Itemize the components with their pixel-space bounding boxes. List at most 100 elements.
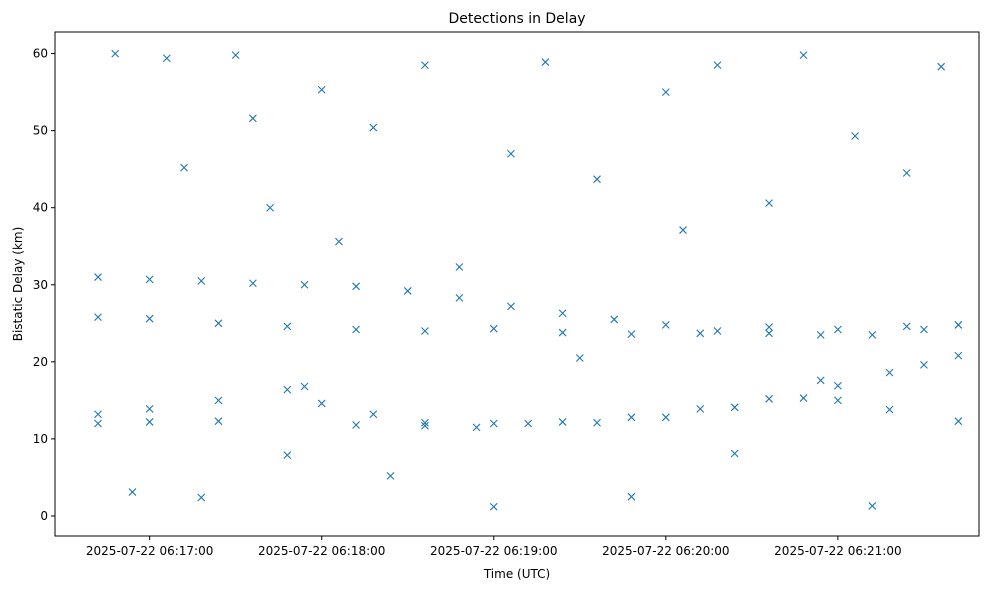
data-point bbox=[266, 203, 274, 212]
data-point bbox=[834, 381, 842, 390]
data-point bbox=[627, 492, 636, 501]
x-tick-label: 2025-07-22 06:20:00 bbox=[602, 544, 729, 558]
y-tick-label: 0 bbox=[40, 509, 48, 523]
data-point bbox=[885, 368, 894, 377]
data-point bbox=[300, 382, 309, 391]
y-tick-label: 10 bbox=[33, 432, 48, 446]
data-point bbox=[283, 322, 292, 331]
y-tick-label: 40 bbox=[33, 201, 48, 215]
data-point bbox=[317, 399, 326, 408]
data-point bbox=[937, 62, 946, 71]
x-tick-label: 2025-07-22 06:18:00 bbox=[258, 544, 385, 558]
data-point bbox=[730, 449, 739, 458]
chart-title: Detections in Delay bbox=[448, 11, 585, 27]
data-point bbox=[507, 149, 515, 158]
data-point bbox=[954, 320, 963, 329]
data-point bbox=[816, 330, 825, 339]
data-point bbox=[283, 451, 292, 459]
data-point bbox=[524, 419, 533, 428]
y-tick-label: 60 bbox=[33, 47, 48, 61]
data-point bbox=[834, 325, 842, 334]
data-point bbox=[94, 419, 102, 428]
data-point bbox=[214, 417, 223, 426]
data-point bbox=[713, 61, 722, 70]
data-point bbox=[902, 169, 911, 177]
data-point bbox=[868, 330, 877, 339]
series-group bbox=[94, 313, 963, 338]
data-point bbox=[575, 354, 584, 362]
data-point bbox=[421, 418, 429, 427]
series-group bbox=[94, 382, 963, 432]
x-tick-label: 2025-07-22 06:17:00 bbox=[86, 544, 213, 558]
data-point bbox=[94, 273, 102, 281]
data-point bbox=[335, 237, 343, 246]
data-point bbox=[352, 421, 361, 429]
data-point bbox=[558, 309, 567, 318]
data-point bbox=[300, 280, 309, 289]
data-point bbox=[489, 324, 498, 333]
data-point bbox=[799, 394, 808, 402]
data-point bbox=[765, 323, 773, 332]
data-point bbox=[920, 361, 928, 369]
data-point bbox=[696, 404, 705, 413]
data-point bbox=[214, 319, 223, 328]
data-point bbox=[954, 351, 963, 360]
data-point bbox=[661, 88, 670, 96]
data-point bbox=[765, 394, 773, 403]
data-point bbox=[111, 49, 120, 58]
data-point bbox=[317, 85, 326, 94]
data-point bbox=[248, 279, 257, 288]
data-point bbox=[765, 329, 773, 338]
data-point bbox=[472, 423, 481, 432]
data-point bbox=[145, 314, 154, 323]
data-point bbox=[799, 51, 808, 60]
data-point bbox=[214, 396, 223, 405]
data-point bbox=[94, 313, 102, 322]
y-tick-label: 50 bbox=[33, 124, 48, 138]
data-point bbox=[765, 199, 773, 207]
data-point bbox=[696, 329, 705, 338]
series-group bbox=[94, 351, 963, 430]
data-point bbox=[851, 132, 860, 140]
data-point bbox=[593, 418, 601, 427]
y-axis-label: Bistatic Delay (km) bbox=[11, 227, 25, 342]
data-point bbox=[283, 385, 292, 394]
data-point bbox=[128, 488, 137, 496]
data-point bbox=[180, 163, 188, 172]
data-point bbox=[421, 61, 429, 70]
plot-frame bbox=[54, 31, 980, 537]
data-point bbox=[558, 418, 567, 426]
data-point bbox=[868, 502, 877, 510]
data-point bbox=[231, 51, 240, 60]
data-point bbox=[954, 417, 963, 426]
data-point bbox=[145, 418, 154, 426]
data-point bbox=[902, 322, 911, 331]
data-point bbox=[352, 325, 361, 334]
data-point bbox=[713, 327, 722, 335]
data-point bbox=[352, 282, 361, 291]
data-point bbox=[369, 410, 378, 419]
data-point bbox=[593, 175, 601, 184]
tick-layer: 0 10 20 30 40 50 60 2025-07-22 06:17:00 2025-07-… bbox=[33, 47, 902, 558]
marks-layer bbox=[94, 49, 963, 511]
data-point bbox=[369, 123, 378, 132]
data-point bbox=[627, 413, 636, 422]
data-point bbox=[920, 325, 928, 334]
series-group bbox=[94, 273, 963, 339]
data-point bbox=[661, 413, 670, 422]
data-point bbox=[197, 493, 206, 502]
x-tick-label: 2025-07-22 06:19:00 bbox=[430, 544, 557, 558]
data-point bbox=[627, 330, 636, 338]
data-point bbox=[679, 226, 687, 234]
data-point bbox=[610, 315, 619, 324]
data-point bbox=[145, 275, 154, 284]
x-axis-label: Time (UTC) bbox=[483, 567, 550, 581]
data-point bbox=[455, 263, 464, 271]
data-point bbox=[730, 403, 739, 412]
data-point bbox=[145, 404, 154, 413]
data-point bbox=[421, 421, 429, 430]
data-point bbox=[558, 328, 567, 337]
data-point bbox=[489, 502, 498, 511]
data-point bbox=[489, 419, 498, 428]
